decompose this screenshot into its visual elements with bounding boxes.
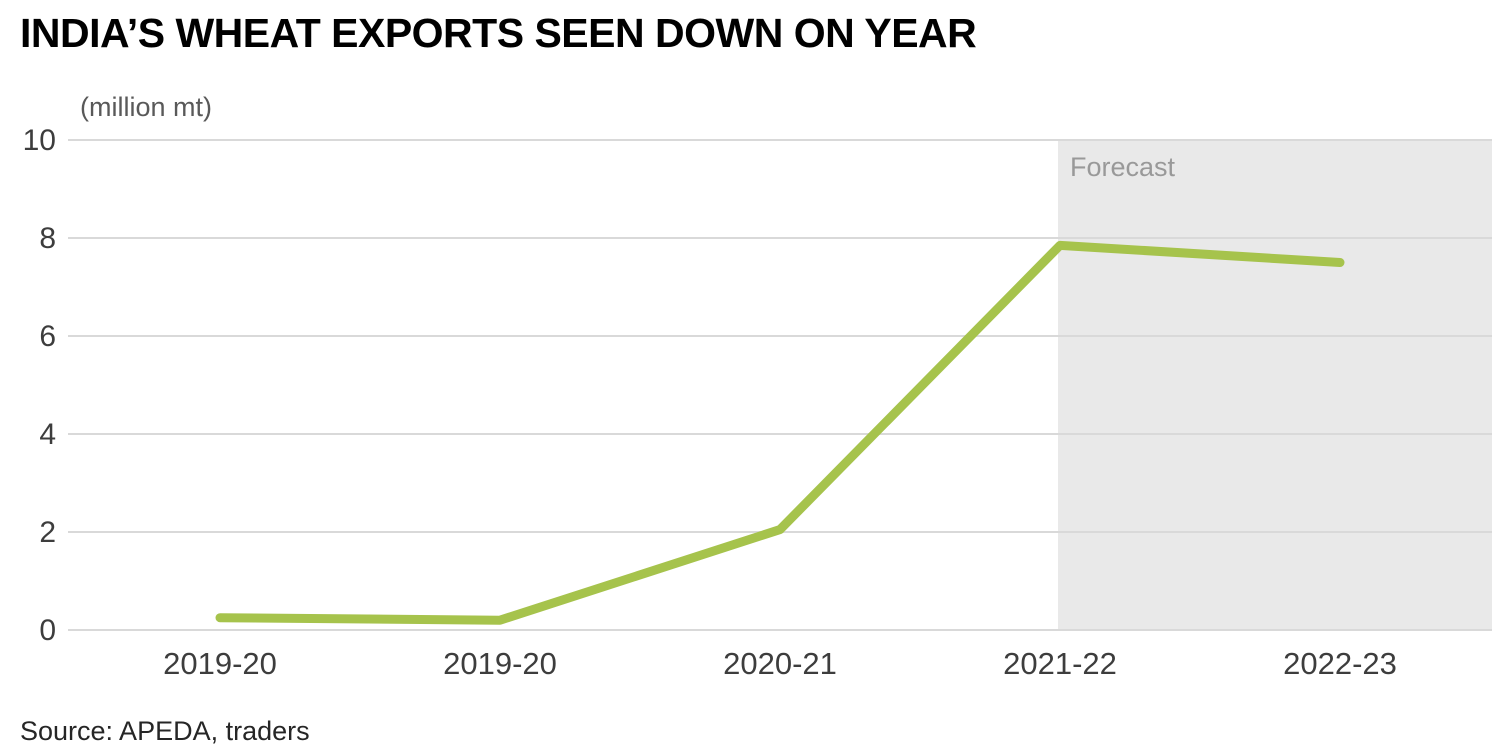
y-tick-label-6: 6 xyxy=(39,320,56,353)
forecast-label: Forecast xyxy=(1070,152,1176,182)
y-axis-unit-label: (million mt) xyxy=(80,92,212,122)
x-tick-label-0: 2019-20 xyxy=(163,646,277,681)
y-tick-label-8: 8 xyxy=(39,222,56,255)
wheat-exports-line-chart: Forecast 0 2 4 6 8 10 2019-20 2019-20 2020-21 2021… xyxy=(23,124,1492,681)
y-tick-label-4: 4 xyxy=(39,418,56,451)
chart-title: INDIA’S WHEAT EXPORTS SEEN DOWN ON YEAR xyxy=(20,10,977,56)
x-tick-label-2: 2020-21 xyxy=(723,646,837,681)
x-tick-label-3: 2021-22 xyxy=(1003,646,1117,681)
y-tick-label-10: 10 xyxy=(23,124,56,157)
x-tick-label-4: 2022-23 xyxy=(1283,646,1397,681)
x-tick-label-1: 2019-20 xyxy=(443,646,557,681)
y-tick-label-0: 0 xyxy=(39,614,56,647)
forecast-region xyxy=(1058,140,1492,630)
y-tick-label-2: 2 xyxy=(39,516,56,549)
exports-data-line xyxy=(215,240,1345,625)
source-label: Source: APEDA, traders xyxy=(20,716,310,746)
